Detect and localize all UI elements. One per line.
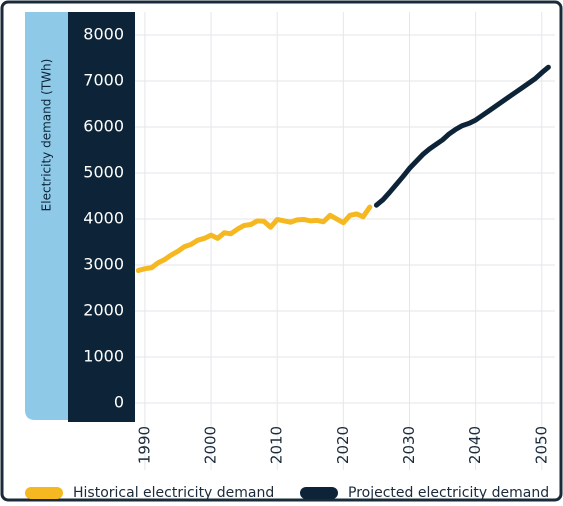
legend-label: Historical electricity demand (73, 485, 274, 501)
y-tick-label: 2000 (83, 301, 124, 320)
legend-swatch (300, 487, 338, 499)
y-tick-label: 5000 (83, 163, 124, 182)
x-tick-label: 2030 (400, 426, 418, 464)
y-label-strip (25, 12, 68, 420)
y-tick-label: 3000 (83, 255, 124, 274)
y-tick-strip (68, 12, 135, 422)
y-tick-label: 4000 (83, 209, 124, 228)
x-tick-label: 1990 (135, 426, 153, 464)
y-tick-label: 7000 (83, 71, 124, 90)
y-axis-title: Electricity demand (TWh) (40, 59, 54, 212)
x-tick-label: 2020 (334, 426, 352, 464)
line (373, 64, 551, 208)
legend-label: Projected electricity demand (348, 485, 549, 501)
y-tick-label: 0 (114, 393, 124, 412)
x-tick-label: 2040 (466, 426, 484, 464)
x-tick-label: 2050 (532, 426, 550, 464)
y-tick-label: 8000 (83, 25, 124, 44)
x-tick-label: 2010 (268, 426, 286, 464)
y-tick-label: 6000 (83, 117, 124, 136)
x-tick-label: 2000 (202, 426, 220, 464)
y-tick-label: 1000 (83, 347, 124, 366)
legend-swatch (25, 487, 63, 499)
line (135, 204, 373, 274)
